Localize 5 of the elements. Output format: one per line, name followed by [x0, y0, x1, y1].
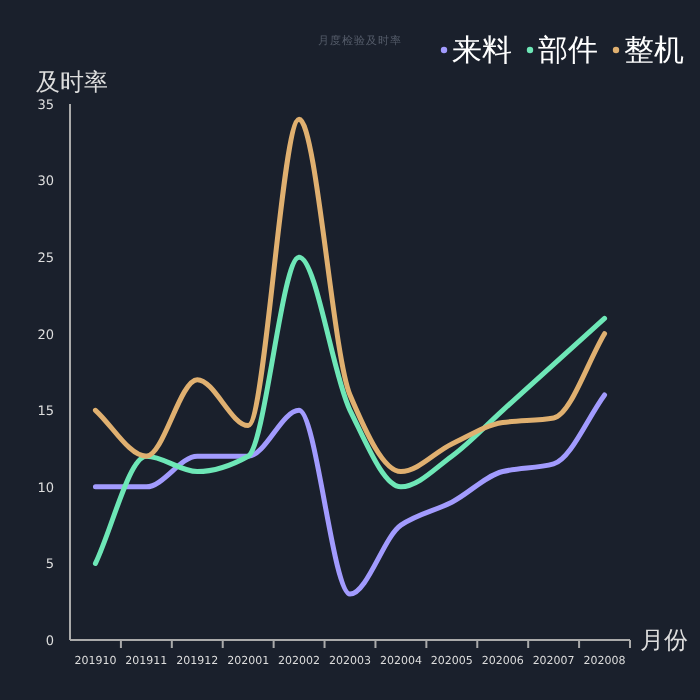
legend-label: 来料: [452, 32, 512, 68]
legend-label: 整机: [624, 32, 684, 68]
legend-label: 部件: [538, 32, 598, 68]
x-axis-title: 月份: [640, 626, 688, 654]
y-axis-title: 及时率: [36, 68, 108, 96]
